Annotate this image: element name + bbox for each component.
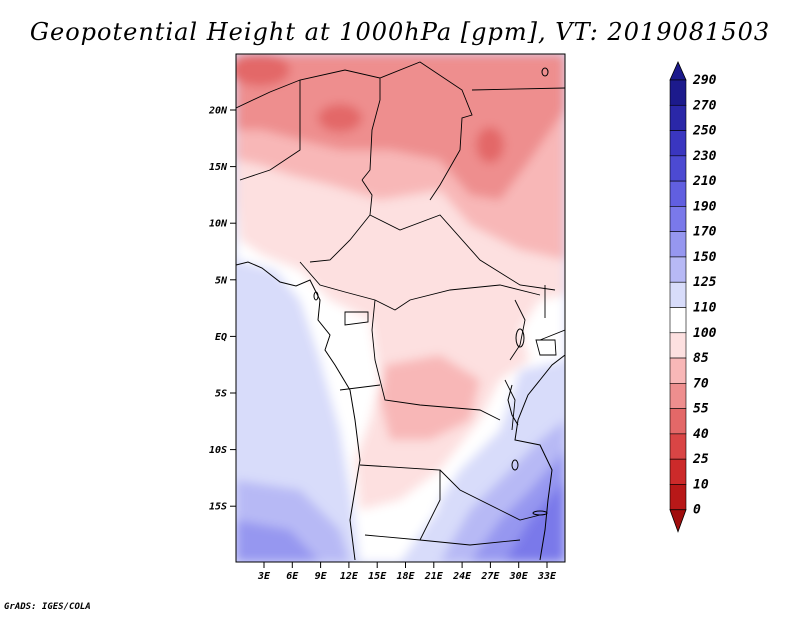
lon-tick-label: 24E — [452, 571, 472, 582]
lon-tick-label: 9E — [315, 571, 328, 582]
colorbar-swatch — [669, 206, 687, 232]
lon-tick-label: 18E — [396, 571, 415, 582]
colorbar-label: 210 — [692, 174, 717, 189]
lat-tick-label: 15S — [209, 502, 227, 513]
lat-tick-label: 5N — [215, 275, 228, 286]
colorbar-swatch — [669, 256, 687, 283]
lat-tick-label: EQ — [215, 332, 227, 343]
lat-tick-label: 20N — [208, 106, 228, 117]
geopotential-field — [236, 54, 565, 562]
lon-tick-label: 6E — [286, 571, 299, 582]
colorbar-label: 100 — [693, 326, 717, 341]
lat-tick-label: 10N — [209, 219, 228, 230]
lon-tick-label: 33E — [537, 571, 557, 582]
colorbar-label: 70 — [693, 376, 709, 391]
colorbar-swatch — [669, 458, 687, 485]
colorbar-swatch — [669, 408, 687, 435]
lon-tick-label: 3E — [257, 571, 271, 582]
colorbar-swatch — [669, 357, 687, 384]
colorbar-label: 170 — [693, 225, 717, 240]
lon-tick-label: 15E — [368, 571, 387, 582]
colorbar-label: 40 — [693, 427, 709, 442]
colorbar-swatch — [669, 433, 687, 460]
colorbar-label: 110 — [693, 301, 717, 316]
colorbar-swatch — [669, 155, 687, 182]
colorbar-label: 85 — [693, 351, 709, 366]
colorbar-swatch — [669, 307, 687, 334]
lat-tick-label: 15N — [209, 162, 228, 173]
colorbar-label: 150 — [693, 250, 717, 265]
lon-tick-label: 12E — [340, 571, 359, 582]
colorbar-swatch — [669, 484, 687, 511]
colorbar-label: 270 — [692, 98, 717, 113]
colorbar-swatch — [669, 231, 687, 258]
map-title: Geopotential Height at 1000hPa [gpm], VT… — [29, 18, 771, 46]
colorbar-swatch — [669, 383, 687, 409]
colorbar-swatch — [669, 104, 687, 131]
colorbar-label: 190 — [693, 199, 717, 214]
lon-tick-label: 27E — [480, 571, 500, 582]
colorbar-swatch — [669, 332, 687, 359]
lat-tick-label: 5S — [215, 389, 227, 400]
lon-tick-label: 30E — [509, 571, 529, 582]
grads-credit: GrADS: IGES/COLA — [4, 602, 91, 612]
colorbar-swatch — [669, 281, 687, 308]
colorbar-label: 125 — [693, 275, 717, 290]
latitude-axis: 20N 15N 10N 5N EQ 5S 10S 15S — [208, 106, 236, 513]
colorbar-label: 55 — [693, 402, 709, 417]
colorbar-label: 230 — [692, 149, 717, 164]
longitude-axis: 3E 6E 9E 12E 15E 18E 21E 24E 27E 30E 33E — [257, 562, 557, 582]
colorbar-label: 10 — [693, 477, 709, 492]
colorbar-label: 290 — [692, 73, 717, 88]
colorbar-label: 0 — [693, 503, 701, 518]
colorbar-max-arrow — [669, 61, 687, 81]
colorbar-swatch — [669, 130, 687, 157]
colorbar-min-arrow — [669, 509, 687, 533]
colorbar-swatch — [669, 180, 687, 207]
lon-tick-label: 21E — [424, 571, 444, 582]
lat-tick-label: 10S — [209, 445, 227, 456]
colorbar-swatch — [669, 79, 687, 106]
colorbar-label: 25 — [692, 452, 709, 467]
colorbar: 2902702502302101901701501251101008570554… — [669, 61, 717, 533]
map-frame — [235, 53, 566, 563]
colorbar-label: 250 — [692, 124, 717, 139]
